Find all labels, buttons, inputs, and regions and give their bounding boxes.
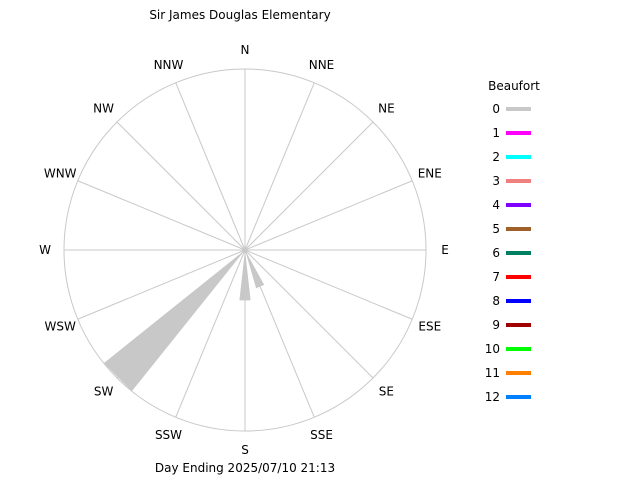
petal-s (239, 250, 251, 301)
chart-title: Sir James Douglas Elementary (149, 8, 330, 22)
legend-title: Beaufort (488, 79, 540, 93)
legend-swatch (506, 179, 531, 183)
legend-swatch (506, 371, 531, 375)
data-petals (103, 250, 265, 392)
legend-swatch (506, 155, 531, 159)
spoke-nw (116, 121, 246, 251)
legend-swatch (506, 347, 531, 351)
legend-label: 12 (485, 390, 500, 404)
legend-label: 0 (492, 102, 500, 116)
spoke-ne (244, 121, 374, 251)
legend-swatch (506, 299, 531, 303)
direction-label-s: S (241, 443, 249, 457)
spoke-wnw (77, 180, 246, 251)
legend-swatch (506, 131, 531, 135)
legend-label: 2 (492, 150, 500, 164)
direction-label-n: N (241, 43, 250, 57)
legend-swatch (506, 395, 531, 399)
direction-label-sse: SSE (310, 428, 333, 442)
spoke-nne (244, 82, 315, 251)
legend-label: 9 (492, 318, 500, 332)
legend-swatch (506, 323, 531, 327)
legend-label: 8 (492, 294, 500, 308)
polar-grid (63, 68, 427, 432)
direction-label-se: SE (379, 384, 394, 398)
legend-label: 1 (492, 126, 500, 140)
legend-swatch (506, 107, 531, 111)
direction-label-wnw: WNW (44, 167, 77, 181)
direction-label-ne: NE (378, 102, 395, 116)
spoke-ene (244, 180, 413, 251)
chart-footer: Day Ending 2025/07/10 21:13 (155, 461, 335, 475)
spoke-ssw (175, 249, 246, 418)
direction-label-nw: NW (93, 102, 114, 116)
legend-swatch (506, 203, 531, 207)
spoke-wsw (77, 249, 246, 320)
direction-label-nnw: NNW (154, 58, 184, 72)
spoke-nnw (175, 82, 246, 251)
direction-label-wsw: WSW (45, 320, 76, 334)
legend-label: 5 (492, 222, 500, 236)
direction-labels: N NNE NE ENE E ESE SE SSE S SSW SW WSW W WNW NW NNW (39, 43, 449, 457)
direction-label-ese: ESE (418, 320, 441, 334)
legend-swatch (506, 227, 531, 231)
direction-label-ssw: SSW (155, 428, 182, 442)
petal-sse (245, 250, 265, 289)
legend-swatch (506, 275, 531, 279)
direction-label-sw: SW (94, 384, 114, 398)
legend-label: 11 (485, 366, 500, 380)
legend-label: 6 (492, 246, 500, 260)
legend-label: 3 (492, 174, 500, 188)
spoke-ese (244, 249, 413, 320)
direction-label-nne: NNE (309, 58, 335, 72)
legend-label: 4 (492, 198, 500, 212)
direction-label-w: W (39, 243, 51, 257)
legend-label: 10 (485, 342, 500, 356)
direction-label-ene: ENE (418, 167, 442, 181)
spoke-se (244, 249, 374, 379)
petal-sw (103, 250, 245, 392)
direction-label-e: E (441, 243, 449, 257)
legend-swatch (506, 251, 531, 255)
legend-label: 7 (492, 270, 500, 284)
